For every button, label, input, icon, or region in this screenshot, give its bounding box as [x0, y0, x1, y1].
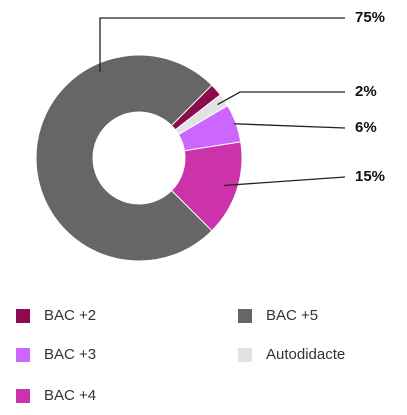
legend-label: Autodidacte — [266, 346, 345, 363]
legend-swatch — [238, 309, 252, 323]
value-label: 2% — [355, 83, 377, 100]
leader-line — [99, 17, 345, 72]
leader-line — [217, 91, 345, 106]
legend-swatch — [16, 348, 30, 362]
legend-label: BAC +3 — [44, 346, 96, 363]
legend-label: BAC +5 — [266, 307, 318, 324]
legend-label: BAC +2 — [44, 307, 96, 324]
leader-line — [234, 123, 346, 129]
legend-label: BAC +4 — [44, 387, 96, 404]
value-label: 75% — [355, 9, 385, 26]
legend-swatch — [238, 348, 252, 362]
legend-swatch — [16, 389, 30, 403]
value-label: 6% — [355, 119, 377, 136]
donut-slice — [35, 54, 213, 262]
legend-swatch — [16, 309, 30, 323]
value-label: 15% — [355, 168, 385, 185]
leader-line — [223, 176, 346, 187]
